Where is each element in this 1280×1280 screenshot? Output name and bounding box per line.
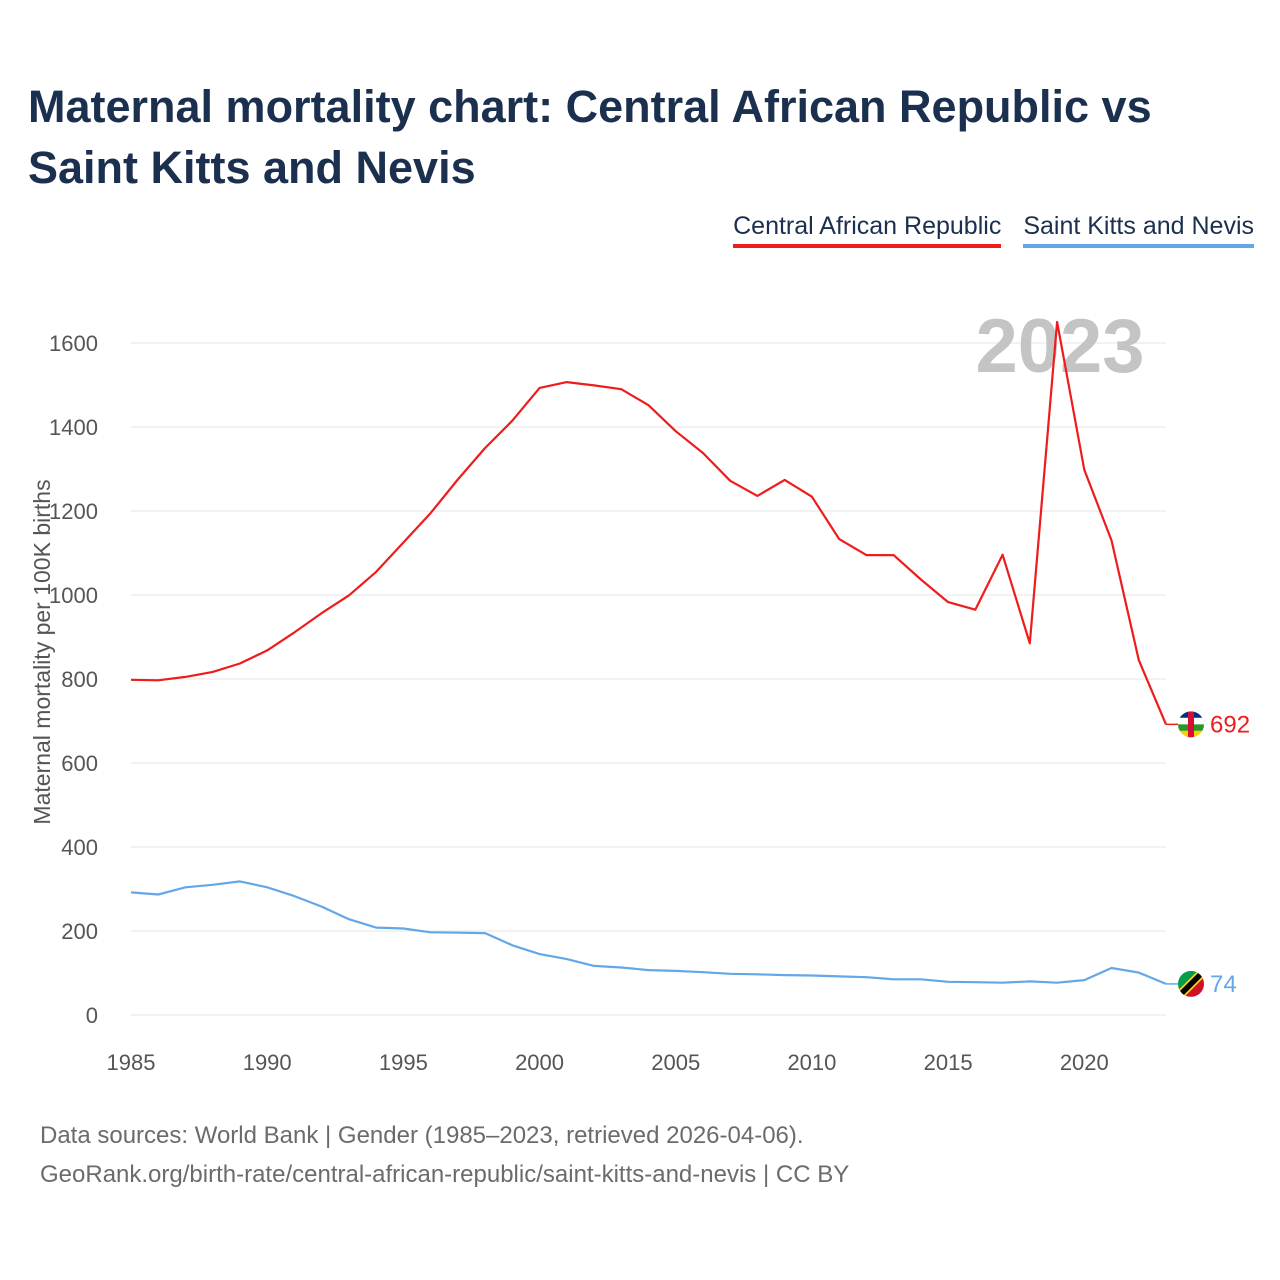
x-tick-label: 2000: [515, 1050, 564, 1075]
y-axis-ticks: 0 200 400 600 800 1000 1200 1400 1600: [49, 331, 98, 1028]
x-axis-ticks: 1985 1990 1995 2000 2005 2010 2015 2020: [107, 1050, 1109, 1075]
year-watermark: 2023: [975, 304, 1144, 389]
chart-title: Maternal mortality chart: Central Africa…: [28, 81, 1152, 193]
flag-icon-car: [1178, 711, 1204, 738]
x-tick-label: 2010: [787, 1050, 836, 1075]
y-tick-label: 1200: [49, 499, 98, 524]
legend: Central African Republic Saint Kitts and…: [733, 212, 1254, 248]
x-tick-label: 1985: [107, 1050, 156, 1075]
series-lines: [130, 320, 1168, 985]
end-markers: 692 74: [1166, 711, 1250, 998]
y-tick-label: 1600: [49, 331, 98, 356]
end-value-label-car: 692: [1210, 711, 1250, 738]
y-axis-label: Maternal mortality per 100K births: [29, 479, 55, 824]
legend-item-central-african-republic[interactable]: Central African Republic: [733, 212, 1002, 248]
y-tick-label: 200: [61, 919, 98, 944]
y-tick-label: 600: [61, 751, 98, 776]
x-tick-label: 2015: [924, 1050, 973, 1075]
end-value-label-skn: 74: [1210, 971, 1237, 998]
y-tick-label: 0: [86, 1003, 98, 1028]
legend-item-saint-kitts-and-nevis[interactable]: Saint Kitts and Nevis: [1023, 212, 1254, 248]
footer-sources: Data sources: World Bank | Gender (1985–…: [40, 1122, 804, 1149]
y-tick-label: 1400: [49, 415, 98, 440]
y-tick-label: 400: [61, 835, 98, 860]
footer-url: GeoRank.org/birth-rate/central-african-r…: [40, 1161, 850, 1188]
x-tick-label: 2005: [651, 1050, 700, 1075]
series-line-skn[interactable]: [130, 880, 1167, 985]
footer: Data sources: World Bank | Gender (1985–…: [40, 1116, 849, 1194]
x-tick-label: 1990: [243, 1050, 292, 1075]
x-tick-label: 2020: [1060, 1050, 1109, 1075]
flag-icon-skn: [1178, 970, 1204, 997]
gridlines: [131, 342, 1166, 1016]
y-tick-label: 1000: [49, 583, 98, 608]
series-line-car[interactable]: [130, 320, 1168, 725]
x-tick-label: 1995: [379, 1050, 428, 1075]
y-tick-label: 800: [61, 667, 98, 692]
